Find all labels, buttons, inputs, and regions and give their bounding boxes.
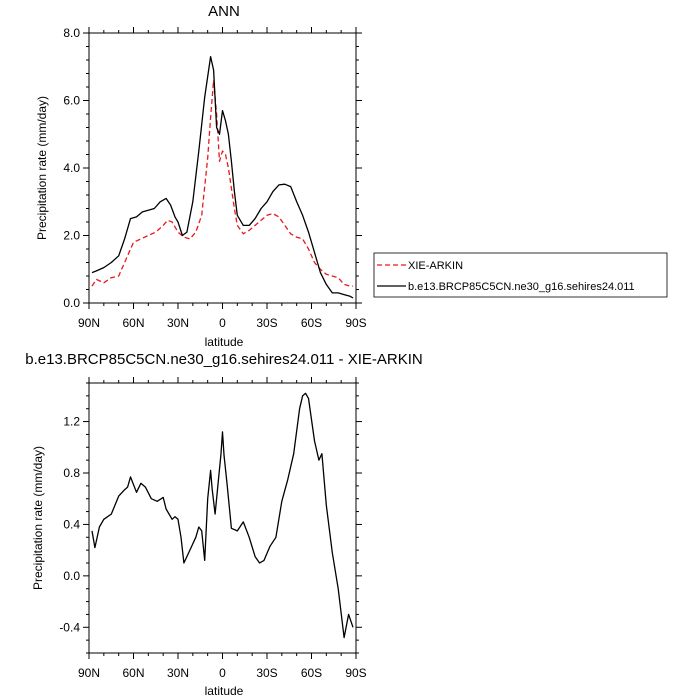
top-x-axis-label: latitude [205,335,244,349]
top-xtick-label: 90N [78,316,100,330]
bottom-y-axis-label: Precipitation rate (mm/day) [31,446,45,590]
top-ytick-label: 4.0 [63,161,80,175]
top-xtick-label: 30N [167,316,189,330]
bottom-ytick-label: 1.2 [63,415,80,429]
top-ytick-label: 8.0 [63,26,80,40]
top-xtick-label: 90S [345,316,366,330]
top-y-axis-label: Precipitation rate (mm/day) [35,96,49,240]
bottom-ytick-label: -0.4 [59,620,80,634]
bottom-xtick-label: 90N [78,666,100,680]
legend: XIE-ARKIN b.e13.BRCP85C5CN.ne30_g16.sehi… [373,252,668,298]
bottom-xtick-label: 0 [219,666,226,680]
bottom-xtick-label: 30S [256,666,277,680]
top-xtick-label: 30S [256,316,277,330]
legend-box [373,252,668,298]
top-series-b-e13-brcp85c5cn-ne30-g16-sehires24-011 [91,55,354,299]
bottom-xtick-label: 60S [301,666,322,680]
top-ytick-label: 0.0 [63,296,80,310]
bottom-ytick-label: 0.0 [63,569,80,583]
top-panel: ANN 0.02.04.06.08.0 90N 60N 30N 0 30S 60S 90S … [35,3,668,349]
top-series-xie-arkin [91,79,353,287]
top-ytick-label: 2.0 [63,229,80,243]
bottom-chart-title: b.e13.BRCP85C5CN.ne30_g16.sehires24.011 … [25,351,422,368]
bottom-xtick-label: 60N [122,666,144,680]
top-xtick-label: 60N [122,316,144,330]
legend-label-model: b.e13.BRCP85C5CN.ne30_g16.sehires24.011 [408,281,635,293]
top-ytick-label: 6.0 [63,94,80,108]
bottom-series-difference [91,392,354,639]
bottom-ytick-label: 0.8 [63,466,80,480]
top-chart-title: ANN [208,3,240,20]
top-xtick-label: 60S [301,316,322,330]
top-plot-frame [88,32,357,304]
bottom-plot-frame [88,382,357,654]
legend-label-xie-arkin: XIE-ARKIN [408,260,463,272]
bottom-x-axis-label: latitude [205,684,244,698]
bottom-ytick-label: 0.4 [63,517,80,531]
bottom-xtick-label: 90S [345,666,366,680]
bottom-panel: b.e13.BRCP85C5CN.ne30_g16.sehires24.011 … [25,351,422,698]
top-xtick-label: 0 [219,316,226,330]
bottom-xtick-label: 30N [167,666,189,680]
